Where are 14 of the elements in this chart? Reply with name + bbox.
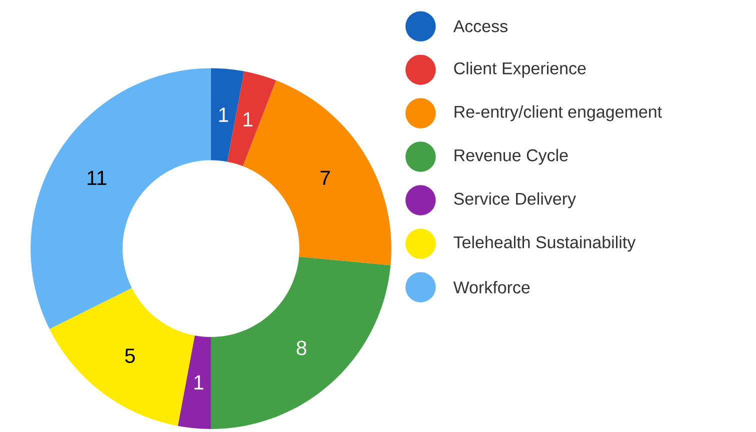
legend-label: Service Delivery: [454, 192, 576, 208]
data-label: 11: [88, 170, 106, 185]
legend-label: Revenue Cycle: [454, 148, 568, 165]
data-label: 7: [320, 170, 330, 185]
legend-label: Access: [453, 20, 508, 32]
legend-label: Client Experience: [454, 62, 586, 78]
legend-label: Re-entry/client engagement: [454, 105, 662, 122]
data-label: 5: [125, 348, 135, 364]
legend-label: Telehealth Sustainability: [454, 236, 636, 252]
data-label: 1: [219, 108, 228, 122]
data-label: 1: [244, 112, 252, 126]
data-label: 1: [194, 375, 204, 390]
legend-label: Workforce: [453, 281, 530, 294]
data-label: 8: [296, 340, 306, 356]
